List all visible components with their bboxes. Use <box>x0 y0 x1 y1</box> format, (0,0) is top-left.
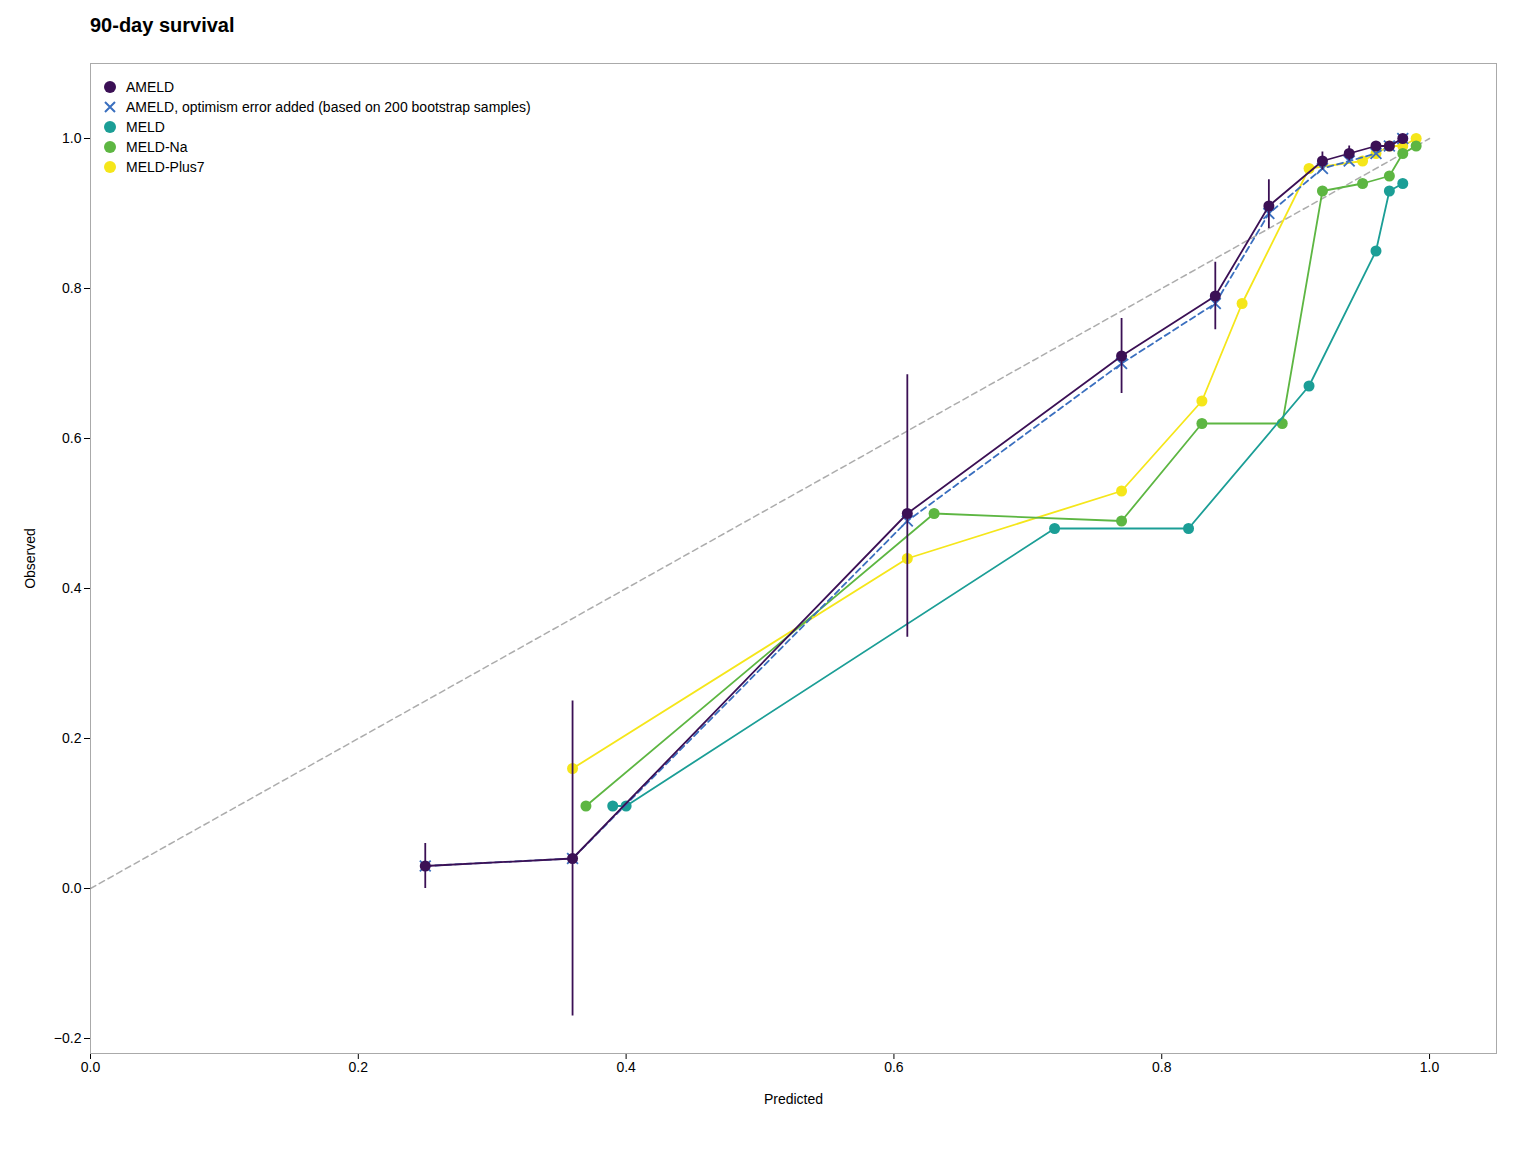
svg-text:0.0: 0.0 <box>81 1059 101 1075</box>
svg-text:Predicted: Predicted <box>764 1091 823 1107</box>
svg-text:0.2: 0.2 <box>62 730 82 746</box>
html-text:MELD: MELD <box>126 119 165 135</box>
svg-text:0.4: 0.4 <box>62 580 82 596</box>
html-text:90-day survival: 90-day survival <box>90 14 235 36</box>
svg-text:0.6: 0.6 <box>62 430 82 446</box>
svg-text:0.6: 0.6 <box>884 1059 904 1075</box>
svg-text:0.2: 0.2 <box>349 1059 369 1075</box>
html-text:MELD-Plus7: MELD-Plus7 <box>126 159 205 175</box>
svg-text:−0.2: −0.2 <box>54 1030 82 1046</box>
svg-text:1.0: 1.0 <box>1420 1059 1440 1075</box>
svg-text:Observed: Observed <box>22 528 38 589</box>
html-text:MELD-Na: MELD-Na <box>126 139 188 155</box>
svg-text:0.4: 0.4 <box>616 1059 636 1075</box>
svg-text:1.0: 1.0 <box>62 130 82 146</box>
svg-text:0.0: 0.0 <box>62 880 82 896</box>
svg-text:0.8: 0.8 <box>1152 1059 1172 1075</box>
html-text:AMELD, optimism error added (b: AMELD, optimism error added (based on 20… <box>126 99 531 115</box>
svg-text:0.8: 0.8 <box>62 280 82 296</box>
html-text:AMELD: AMELD <box>126 79 175 95</box>
